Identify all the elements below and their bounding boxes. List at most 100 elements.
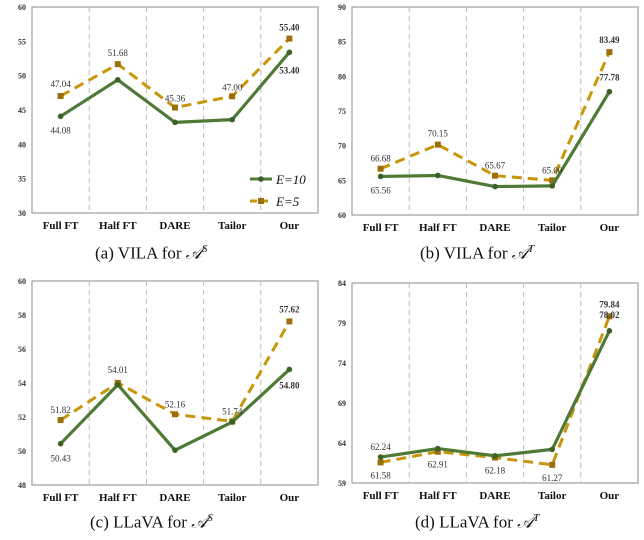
point-e5-c-4 — [286, 318, 293, 325]
caption-c-prefix: (c) LLaVA for — [90, 512, 192, 532]
caption-c-symbol: 𝒜 — [191, 512, 208, 533]
point-e10-b-3 — [549, 183, 555, 189]
y-tick-label-a-3: 45 — [18, 106, 26, 115]
point-e10-b-0 — [377, 173, 384, 180]
point-e5-c-2 — [172, 411, 178, 418]
data-label-e10-c-4: 54.80 — [279, 380, 300, 390]
legend-marker-e10 — [258, 176, 264, 182]
data-label-e5-d-0: 61.58 — [370, 470, 391, 480]
y-tick-label-d-4: 79 — [338, 319, 346, 328]
x-tick-label-c-0: Full FT — [43, 492, 79, 504]
y-tick-label-d-3: 74 — [338, 359, 346, 368]
point-e10-c-4 — [286, 366, 293, 373]
y-tick-label-b-3: 75 — [338, 107, 346, 116]
y-tick-label-c-0: 48 — [18, 481, 26, 490]
data-label-e5-b-3: 65.00 — [542, 165, 563, 175]
data-label-e5-d-2: 62.18 — [485, 466, 506, 476]
point-e10-a-0 — [57, 113, 64, 120]
point-e10-a-1 — [115, 76, 121, 83]
point-e5-b-0 — [377, 165, 384, 172]
y-tick-label-c-3: 54 — [18, 379, 26, 388]
y-tick-label-a-1: 35 — [18, 175, 26, 184]
x-tick-label-a-0: Full FT — [43, 220, 79, 232]
point-e10-c-2 — [172, 447, 178, 453]
point-e10-d-0 — [377, 454, 384, 460]
x-tick-label-c-3: Tailor — [218, 492, 246, 504]
caption-d: (d) LLaVA for 𝒜T — [415, 512, 539, 533]
caption-a-prefix: (a) VILA for — [95, 243, 186, 263]
data-label-e5-d-1: 62.91 — [428, 460, 448, 470]
caption-c-sup: S — [207, 512, 213, 524]
data-label-e5-b-4: 83.49 — [599, 35, 620, 45]
point-e5-d-3 — [549, 461, 556, 468]
data-label-e5-a-3: 47.00 — [222, 82, 243, 92]
point-e10-a-3 — [229, 116, 235, 123]
chart-d: 59 64 69 74 79 84 Full FT Half FT DARE Tailor Our 6… — [338, 279, 639, 502]
data-label-e10-d-4: 78.02 — [599, 310, 620, 320]
x-tick-label-d-0: Full FT — [363, 490, 399, 502]
y-tick-label-a-2: 40 — [18, 140, 26, 149]
y-tick-label-a-5: 55 — [18, 37, 26, 46]
y-tick-label-c-2: 52 — [18, 413, 26, 422]
point-e5-b-3 — [549, 177, 556, 184]
point-e10-c-1 — [115, 381, 121, 388]
point-e10-b-2 — [492, 183, 498, 190]
y-tick-label-c-1: 50 — [18, 447, 26, 456]
y-tick-label-c-6: 60 — [18, 277, 26, 286]
point-e10-d-2 — [492, 453, 498, 459]
y-tick-label-c-4: 56 — [18, 345, 26, 354]
x-tick-label-b-1: Half FT — [419, 222, 457, 234]
y-tick-label-b-5: 85 — [338, 38, 346, 47]
x-tick-label-b-3: Tailor — [538, 222, 566, 234]
plot-frame-d — [351, 282, 639, 484]
data-label-e5-c-2: 52.16 — [165, 399, 186, 409]
x-tick-label-a-3: Tailor — [218, 220, 246, 232]
data-label-e5-b-0: 66.68 — [370, 154, 391, 164]
point-e10-a-2 — [172, 119, 178, 126]
x-tick-label-d-2: DARE — [479, 490, 510, 502]
point-e5-b-4 — [606, 49, 613, 56]
data-label-e5-a-1: 51.68 — [108, 48, 129, 58]
x-tick-label-c-1: Half FT — [99, 492, 137, 504]
legend-label-e10: E=10 — [275, 172, 306, 187]
point-e10-d-4 — [606, 328, 613, 334]
y-tick-label-b-1: 65 — [338, 176, 346, 185]
caption-d-prefix: (d) LLaVA for — [415, 512, 518, 532]
series-line-e5-b — [380, 51, 611, 182]
x-tick-label-b-0: Full FT — [363, 222, 399, 234]
caption-d-sup: T — [533, 512, 540, 524]
point-e10-d-1 — [435, 445, 441, 452]
point-e10-b-4 — [606, 88, 613, 95]
data-label-e10-b-4: 77.78 — [599, 73, 620, 83]
y-tick-label-b-6: 90 — [338, 3, 346, 12]
chart-c: 48 50 52 54 56 58 60 Full FT Half FT DARE Tailor Ou… — [18, 277, 319, 504]
data-label-e5-d-3: 61.27 — [542, 473, 563, 483]
data-label-e10-c-0: 50.43 — [50, 454, 71, 464]
x-tick-label-d-1: Half FT — [419, 490, 457, 502]
point-e10-a-4 — [286, 49, 293, 56]
point-e5-d-1 — [434, 448, 441, 455]
y-tick-label-d-5: 84 — [338, 279, 346, 288]
data-label-e10-a-0: 44.08 — [50, 125, 71, 135]
y-tick-label-c-5: 58 — [18, 311, 26, 320]
x-tick-label-d-4: Our — [600, 490, 620, 502]
x-tick-label-c-4: Our — [280, 492, 300, 504]
point-e10-b-1 — [435, 172, 441, 179]
y-tick-label-a-0: 30 — [18, 209, 26, 218]
y-tick-label-a-4: 50 — [18, 72, 26, 81]
data-label-e5-a-4: 55.40 — [279, 23, 300, 33]
y-tick-label-d-0: 59 — [338, 479, 346, 488]
data-label-e10-d-0: 62.24 — [370, 442, 391, 452]
data-label-e5-c-0: 51.82 — [50, 405, 70, 415]
x-tick-label-a-4: Our — [280, 220, 300, 232]
y-tick-label-b-2: 70 — [338, 142, 346, 151]
x-tick-label-c-2: DARE — [159, 492, 190, 504]
data-label-e5-c-1: 54.01 — [108, 365, 128, 375]
point-e10-c-3 — [229, 419, 235, 425]
data-label-e5-a-0: 47.04 — [50, 79, 71, 89]
legend-marker-e5 — [258, 198, 264, 204]
plot-frame-b — [351, 6, 639, 216]
legend: E=10 E=5 — [250, 172, 306, 209]
chart-b: 60 65 70 75 80 85 90 Full FT Half FT DARE Tailor Ou… — [338, 3, 639, 234]
